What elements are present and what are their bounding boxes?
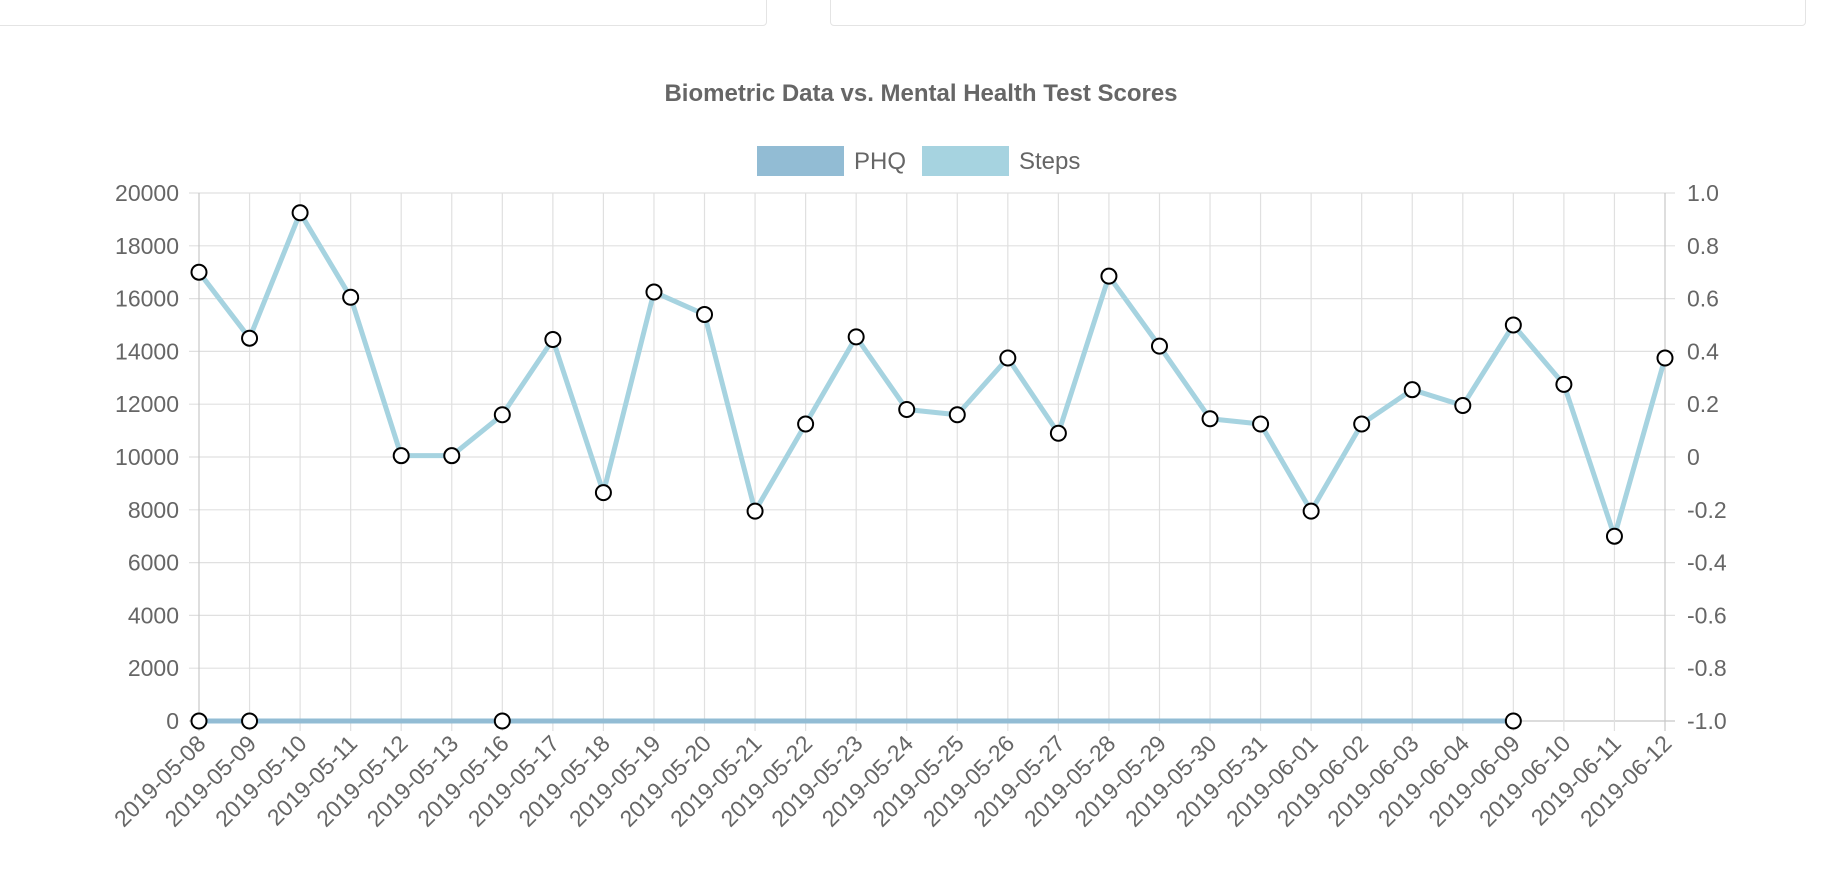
y-right-tick-label: 0.4 [1687, 338, 1719, 364]
data-point-steps [1353, 415, 1371, 433]
data-point-phq [190, 712, 208, 730]
data-point-steps [1100, 267, 1118, 285]
legend-swatch-phq [757, 146, 844, 176]
y-right-tick-label: -1.0 [1687, 708, 1727, 734]
data-point-steps [746, 502, 764, 520]
y-right-tick-label: -0.6 [1687, 602, 1727, 628]
y-right-tick-label: 0.6 [1687, 286, 1719, 312]
data-point-steps [1605, 527, 1623, 545]
data-point-steps [392, 447, 410, 465]
legend-item-phq[interactable]: PHQ [757, 146, 906, 176]
legend-label-steps: Steps [1019, 148, 1080, 175]
y-left-tick-label: 2000 [128, 655, 179, 681]
data-point-steps [493, 406, 511, 424]
y-right-tick-label: 1.0 [1687, 180, 1719, 206]
data-point-steps [1252, 415, 1270, 433]
legend-label-phq: PHQ [854, 148, 906, 175]
y-right-tick-label: -0.2 [1687, 497, 1727, 523]
y-left-tick-label: 12000 [115, 391, 179, 417]
data-point-steps [1504, 316, 1522, 334]
legend-item-steps[interactable]: Steps [922, 146, 1080, 176]
y-left-tick-label: 14000 [115, 338, 179, 364]
y-left-tick-label: 4000 [128, 602, 179, 628]
data-point-steps [1454, 397, 1472, 415]
series [196, 210, 1668, 724]
data-point-steps [1150, 337, 1168, 355]
data-point-steps [1302, 502, 1320, 520]
data-point-phq [241, 712, 259, 730]
data-point-steps [1555, 375, 1573, 393]
data-point-steps [241, 329, 259, 347]
y-left-tick-label: 10000 [115, 444, 179, 470]
chart-title: Biometric Data vs. Mental Health Test Sc… [664, 80, 1177, 107]
y-right-tick-label: 0 [1687, 444, 1700, 470]
top-card-right [830, 0, 1806, 26]
legend: PHQ Steps [757, 146, 1080, 176]
data-point-steps [898, 400, 916, 418]
points [190, 204, 1674, 730]
y-left-tick-label: 20000 [115, 180, 179, 206]
data-point-steps [443, 447, 461, 465]
data-point-steps [291, 204, 309, 222]
series-line-steps [196, 210, 1668, 539]
data-point-steps [544, 331, 562, 349]
top-card-left [0, 0, 767, 26]
y-left-tick-label: 18000 [115, 233, 179, 259]
data-point-phq [493, 712, 511, 730]
y-right-tick-label: 0.2 [1687, 391, 1719, 417]
data-point-steps [594, 484, 612, 502]
data-point-steps [1403, 381, 1421, 399]
data-point-steps [999, 349, 1017, 367]
data-point-steps [190, 263, 208, 281]
data-point-steps [1656, 349, 1674, 367]
data-point-steps [948, 406, 966, 424]
y-left-tick-label: 6000 [128, 550, 179, 576]
y-left-tick-label: 16000 [115, 286, 179, 312]
data-point-steps [1201, 410, 1219, 428]
data-point-steps [696, 305, 714, 323]
data-point-steps [342, 288, 360, 306]
data-point-phq [1504, 712, 1522, 730]
legend-swatch-steps [922, 146, 1009, 176]
data-point-steps [1049, 424, 1067, 442]
y-left-tick-label: 0 [166, 708, 179, 734]
data-point-steps [847, 328, 865, 346]
y-right-tick-label: -0.8 [1687, 655, 1727, 681]
y-left-tick-label: 8000 [128, 497, 179, 523]
data-point-steps [645, 283, 663, 301]
y-right-tick-label: -0.4 [1687, 550, 1727, 576]
grid [189, 192, 1675, 731]
y-right-tick-label: 0.8 [1687, 233, 1719, 259]
data-point-steps [797, 415, 815, 433]
